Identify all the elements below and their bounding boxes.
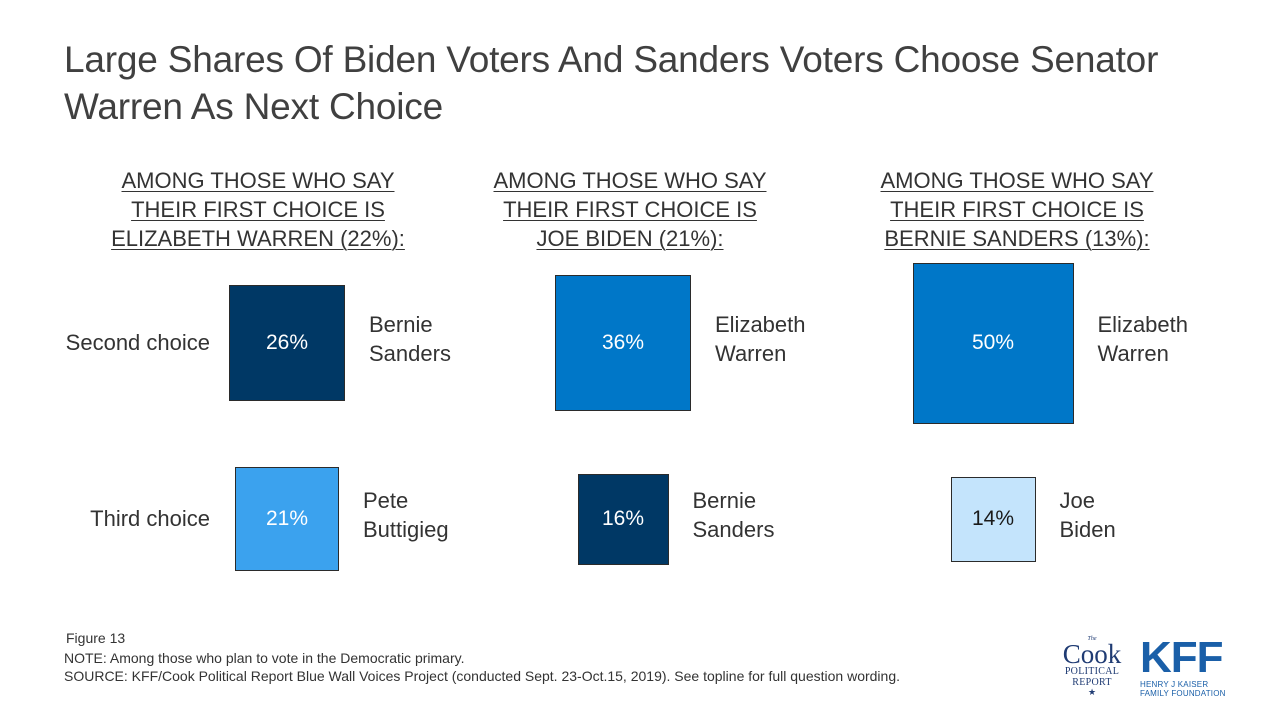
candidate-name-line: Pete xyxy=(363,488,409,513)
panel-header-line: JOE BIDEN (21%): xyxy=(536,226,724,251)
candidate-name-line: Sanders xyxy=(692,517,775,542)
candidate-name-line: Sanders xyxy=(369,341,451,366)
panel-header: AMONG THOSE WHO SAY THEIR FIRST CHOICE IS… xyxy=(88,166,428,253)
candidate-name-line: Elizabeth xyxy=(715,312,806,337)
candidate-name-line: Warren xyxy=(715,341,787,366)
footnote-source: SOURCE: KFF/Cook Political Report Blue W… xyxy=(64,668,900,684)
kff-logo: KFF HENRY J KAISER FAMILY FOUNDATION xyxy=(1140,633,1250,699)
cook-political-report-logo: The Cook POLITICAL REPORT ★ xyxy=(1056,636,1128,698)
value-square: 50% xyxy=(912,262,1074,424)
value-square: 26% xyxy=(229,285,345,401)
cook-logo-line2: REPORT xyxy=(1072,677,1112,688)
value-label: 21% xyxy=(265,507,309,530)
candidate-name: Bernie Sanders xyxy=(369,310,451,368)
candidate-name-line: Bernie xyxy=(369,312,433,337)
cook-logo-line1: POLITICAL xyxy=(1064,666,1120,677)
panel-header-line: AMONG THOSE WHO SAY xyxy=(121,168,395,193)
value-label: 36% xyxy=(601,331,645,354)
cook-logo-name: Cook xyxy=(1062,639,1122,669)
candidate-name-line: Bernie xyxy=(692,488,757,513)
candidate-name: Bernie Sanders xyxy=(693,486,775,544)
star-icon: ★ xyxy=(1087,687,1097,697)
panel-header-line: THEIR FIRST CHOICE IS xyxy=(890,197,1144,222)
panel-header-line: AMONG THOSE WHO SAY xyxy=(880,168,1154,193)
kff-logo-mark: KFF xyxy=(1140,633,1224,682)
value-square: 21% xyxy=(235,467,339,571)
panel-header: AMONG THOSE WHO SAY THEIR FIRST CHOICE IS… xyxy=(847,166,1187,253)
panel-header-line: THEIR FIRST CHOICE IS xyxy=(131,197,385,222)
candidate-name-line: Warren xyxy=(1097,341,1169,366)
panel-header-line: THEIR FIRST CHOICE IS xyxy=(503,197,757,222)
candidate-name-line: Biden xyxy=(1059,517,1116,542)
row-label-second: Second choice xyxy=(65,330,210,355)
value-label: 14% xyxy=(971,507,1015,530)
panel-header-line: BERNIE SANDERS (13%): xyxy=(884,226,1150,251)
figure-number: Figure 13 xyxy=(66,630,126,646)
value-label: 26% xyxy=(265,331,309,354)
value-square: 14% xyxy=(950,476,1036,562)
kff-logo-line2: FAMILY FOUNDATION xyxy=(1140,689,1226,698)
candidate-name: Joe Biden xyxy=(1060,486,1116,544)
candidate-name-line: Elizabeth xyxy=(1097,312,1189,337)
candidate-name: Elizabeth Warren xyxy=(1098,310,1189,368)
cook-logo-top: The xyxy=(1087,636,1097,642)
value-square: 16% xyxy=(577,473,669,565)
row-label-third: Third choice xyxy=(90,506,210,531)
footnote-note: NOTE: Among those who plan to vote in th… xyxy=(64,650,465,666)
page-title: Large Shares Of Biden Voters And Sanders… xyxy=(64,39,1159,127)
candidate-name: Pete Buttigieg xyxy=(363,486,449,544)
candidate-name-line: Joe xyxy=(1059,488,1095,513)
value-label: 16% xyxy=(601,507,645,530)
candidate-name-line: Buttigieg xyxy=(363,517,449,542)
candidate-name: Elizabeth Warren xyxy=(715,310,806,368)
value-label: 50% xyxy=(971,331,1015,354)
kff-logo-line1: HENRY J KAISER xyxy=(1140,680,1209,689)
panel-header-line: ELIZABETH WARREN (22%): xyxy=(111,226,405,251)
value-square: 36% xyxy=(555,275,691,411)
panel-header-line: AMONG THOSE WHO SAY xyxy=(493,168,767,193)
panel-header: AMONG THOSE WHO SAY THEIR FIRST CHOICE IS… xyxy=(460,166,800,253)
